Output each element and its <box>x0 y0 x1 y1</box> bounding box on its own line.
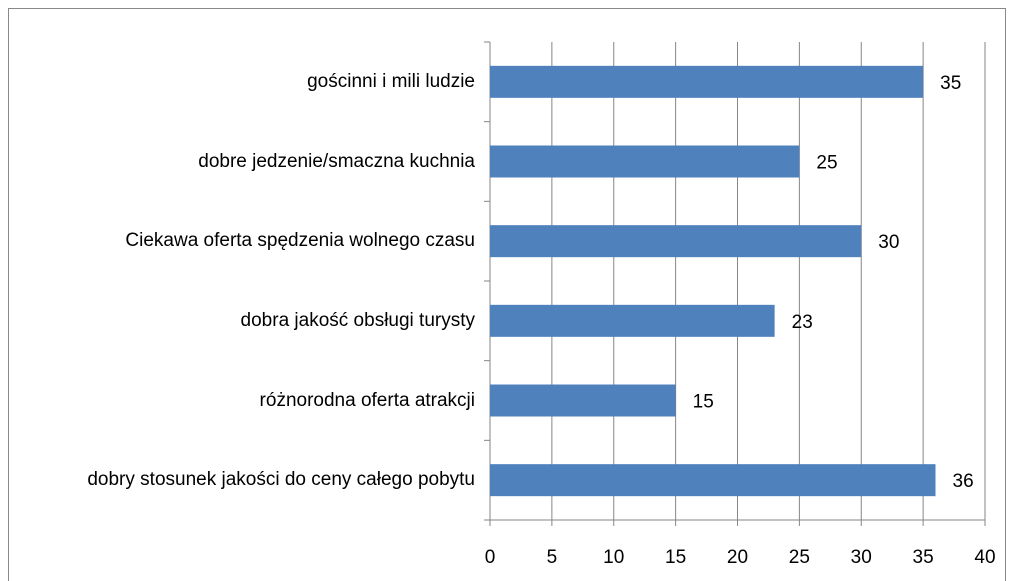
bar <box>490 225 862 258</box>
x-tick-label: 40 <box>974 547 995 568</box>
value-label: 36 <box>953 471 974 492</box>
y-tick-label-box: gościnni i mili ludzie <box>12 68 475 96</box>
value-label: 35 <box>940 73 961 94</box>
value-label: 15 <box>693 392 714 413</box>
value-label: 25 <box>816 153 837 174</box>
bar <box>490 464 936 497</box>
y-tick-label-box: dobra jakość obsługi turysty <box>12 307 475 335</box>
value-label: 23 <box>792 312 813 333</box>
x-tick-label: 20 <box>727 547 748 568</box>
x-tick-label: 35 <box>913 547 934 568</box>
y-tick-label: dobra jakość obsługi turysty <box>240 309 475 331</box>
value-label: 30 <box>878 232 899 253</box>
y-tick-label-box: różnorodna oferta atrakcji <box>12 387 475 415</box>
chart-border <box>8 8 1006 581</box>
x-tick-label: 5 <box>547 547 558 568</box>
y-tick-label: dobry stosunek jakości do ceny całego po… <box>87 469 475 491</box>
bar <box>490 384 676 417</box>
y-tick-label: Ciekawa oferta spędzenia wolnego czasu <box>125 230 475 252</box>
y-tick-label: dobre jedzenie/smaczna kuchnia <box>198 150 475 172</box>
x-tick-label: 30 <box>851 547 872 568</box>
x-tick-label: 10 <box>603 547 624 568</box>
y-tick-label: różnorodna oferta atrakcji <box>259 389 475 411</box>
bar <box>490 65 924 98</box>
x-tick-label: 0 <box>485 547 496 568</box>
x-tick-label: 25 <box>789 547 810 568</box>
y-tick-label-box: dobry stosunek jakości do ceny całego po… <box>12 466 475 494</box>
bar <box>490 145 800 178</box>
y-tick-label: gościnni i mili ludzie <box>307 70 475 92</box>
y-tick-label-box: dobre jedzenie/smaczna kuchnia <box>12 148 475 176</box>
bar <box>490 304 775 337</box>
x-tick-label: 15 <box>665 547 686 568</box>
y-tick-label-box: Ciekawa oferta spędzenia wolnego czasu <box>12 227 475 255</box>
